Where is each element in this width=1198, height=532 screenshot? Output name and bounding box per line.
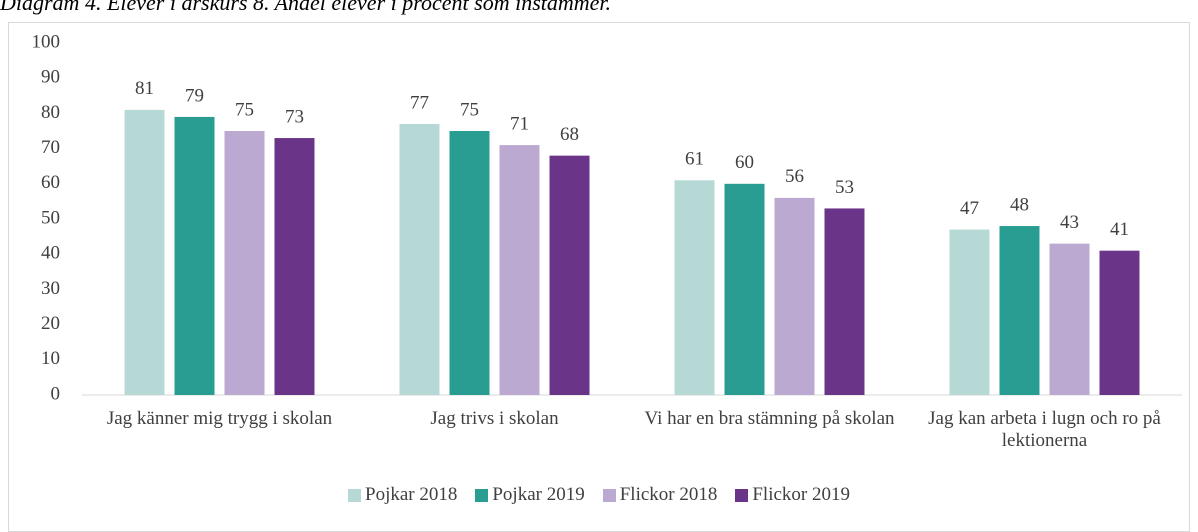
legend-swatch: [602, 488, 616, 502]
bar: [399, 123, 440, 396]
x-tick-label: Jag känner mig trygg i skolan: [106, 408, 333, 429]
bar: [549, 155, 590, 395]
bar: [824, 208, 865, 395]
y-tick-label: 0: [51, 383, 61, 404]
legend-item: Pojkar 2018: [348, 484, 457, 506]
bar: [999, 226, 1040, 395]
legend-item: Flickor 2018: [602, 484, 718, 506]
y-tick-label: 30: [41, 278, 60, 299]
data-label: 79: [185, 85, 204, 106]
legend-label: Pojkar 2019: [492, 484, 585, 505]
y-tick-label: 90: [41, 67, 60, 88]
data-label: 48: [1010, 194, 1029, 215]
bar: [724, 183, 765, 395]
data-label: 56: [785, 166, 804, 187]
data-label: 60: [735, 152, 754, 173]
data-label: 43: [1060, 212, 1079, 233]
data-label: 81: [135, 78, 154, 99]
data-label: 47: [960, 198, 979, 219]
legend-label: Flickor 2018: [619, 484, 718, 505]
bar: [449, 131, 490, 395]
legend-swatch: [348, 488, 361, 502]
data-label: 41: [1110, 219, 1129, 240]
y-tick-label: 100: [32, 31, 61, 52]
chart-title: Diagram 4. Elever i årskurs 8. Andel ele…: [0, 0, 612, 15]
legend-swatch: [475, 488, 489, 502]
y-tick-label: 80: [41, 102, 60, 123]
data-label: 68: [560, 124, 579, 145]
data-label: 71: [510, 113, 529, 134]
legend: Pojkar 2018 Pojkar 2019 Flickor 2018 Flicko…: [0, 484, 1198, 506]
data-label: 53: [835, 177, 854, 198]
bar: [674, 180, 715, 395]
legend-item: Flickor 2019: [735, 484, 850, 506]
data-label: 75: [460, 99, 479, 120]
bar: [1049, 243, 1090, 395]
y-tick-label: 70: [41, 137, 60, 158]
y-tick-label: 40: [41, 243, 60, 264]
x-tick-label: Jag kan arbeta i lugn och ro på lektione…: [928, 408, 1161, 451]
data-label: 73: [285, 106, 304, 127]
y-tick-label: 50: [41, 207, 60, 228]
bar: [124, 109, 165, 395]
bar: [499, 145, 540, 395]
y-tick-label: 60: [41, 172, 60, 193]
data-label: 61: [685, 149, 704, 170]
bar: [1099, 250, 1140, 395]
bar: [774, 197, 815, 395]
bar: [224, 131, 265, 395]
y-tick-label: 10: [41, 348, 60, 369]
y-tick-label: 20: [41, 313, 60, 334]
legend-label: Pojkar 2018: [365, 484, 458, 505]
bar: [274, 138, 315, 396]
legend-item: Pojkar 2019: [475, 484, 585, 506]
legend-label: Flickor 2019: [752, 484, 850, 505]
data-label: 75: [235, 99, 254, 120]
data-label: 77: [410, 92, 429, 113]
bar: [949, 229, 990, 395]
bar: [174, 116, 215, 396]
x-tick-label: Jag trivs i skolan: [430, 408, 559, 429]
legend-swatch: [735, 488, 749, 502]
x-tick-label: Vi har en bra stämning på skolan: [644, 408, 895, 429]
